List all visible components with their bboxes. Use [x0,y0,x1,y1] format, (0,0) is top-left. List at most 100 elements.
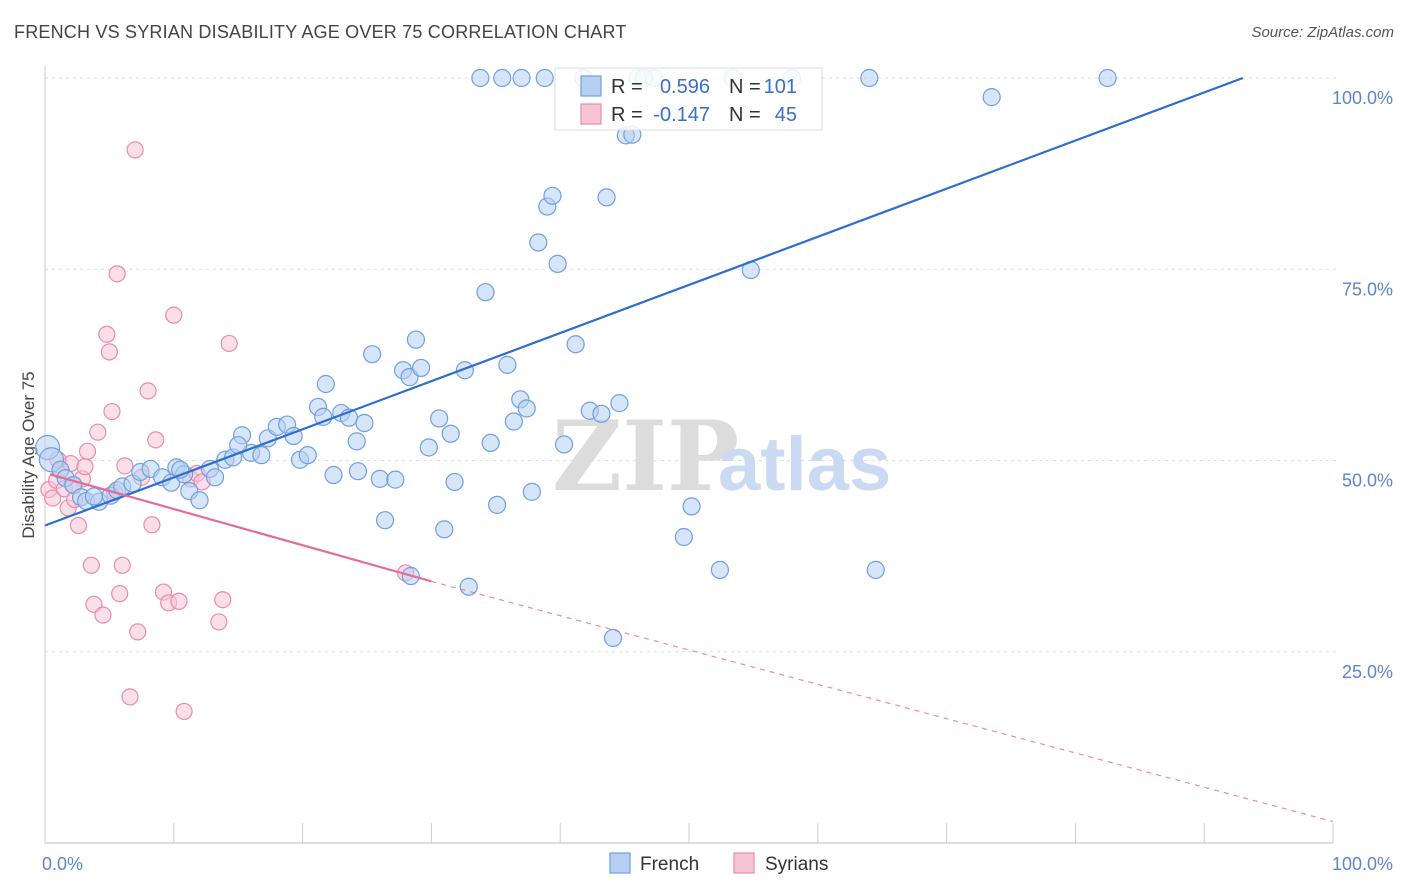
y-axis-label: Disability Age Over 75 [19,371,38,538]
point-french [603,628,623,648]
point-french [355,413,374,433]
point-syrians [98,325,116,343]
point-french [866,560,885,579]
grid-lines [45,77,1338,653]
point-french [298,446,317,465]
point-syrians [111,585,129,603]
point-french [347,432,366,451]
point-french [435,520,454,539]
point-french [535,68,554,88]
point-french [610,394,629,413]
legend-r-value: -0.147 [653,104,710,126]
point-french [348,462,368,481]
point-french [481,433,500,453]
point-french [498,355,517,374]
point-french [190,491,209,510]
point-syrians [82,556,100,574]
legend-r-value: 0.596 [660,76,710,98]
legend-swatch [580,103,602,125]
point-french [1098,68,1117,88]
point-syrians [220,334,238,353]
point-syrians [94,606,112,624]
x-tick-label: 0.0% [42,854,83,874]
point-french [324,465,343,485]
series-french [34,68,1117,648]
point-french [419,438,438,457]
point-french [493,68,512,88]
point-french [411,358,431,378]
point-french [375,511,395,530]
point-french [84,487,104,506]
point-syrians [170,592,188,610]
legend-r-label: R = [611,76,643,98]
point-syrians [116,457,134,475]
point-syrians [165,306,183,324]
point-french [982,88,1001,107]
point-syrians [214,591,232,609]
legend-label-syrians: Syrians [765,854,828,875]
point-syrians [121,688,139,706]
point-french [592,404,611,423]
point-syrians [113,556,131,574]
point-syrians [78,442,97,460]
point-french [476,283,495,302]
chart-title: FRENCH VS SYRIAN DISABILITY AGE OVER 75 … [14,22,627,42]
legend-n-label: N = [729,76,761,98]
point-french [566,335,585,354]
point-syrians [139,382,157,400]
point-french [205,468,225,487]
source-label: Source: ZipAtlas.com [1251,24,1394,41]
point-french [710,560,730,579]
trend-line-syrians-extension [431,580,1334,823]
point-french [543,186,562,205]
trend-lines [44,76,1334,823]
point-french [441,424,460,443]
y-tick-label: 100.0% [1332,88,1393,108]
point-french [430,409,449,428]
point-syrians [108,265,126,283]
point-syrians [44,489,62,507]
point-french [548,254,567,273]
point-french [682,497,701,516]
series-syrians [40,141,415,721]
legend-swatch-french [609,852,631,874]
point-syrians [100,343,119,361]
legend-label-french: French [640,854,699,875]
point-french [554,435,574,454]
point-french [860,68,879,88]
point-syrians [69,516,88,535]
point-syrians [175,702,193,721]
x-tick-label: 100.0% [1332,854,1393,874]
point-syrians [143,516,161,534]
legend-n-value: 45 [775,104,797,126]
point-french [522,482,541,501]
point-french [471,68,490,88]
legend-swatch-syrians [733,852,755,874]
legend-n-label: N = [729,104,761,126]
watermark-atlas: atlas [718,422,891,507]
legend-bottom: French Syrians [609,852,828,875]
point-french [512,68,531,88]
point-french [517,399,536,418]
legend-n-value: 101 [764,76,797,98]
point-french [597,188,616,207]
legend-swatch [580,75,602,97]
legend-top: R = 0.596 N = 101 R = -0.147 N = 45 [554,67,823,131]
point-french [252,446,271,465]
y-tick-label: 25.0% [1342,662,1393,682]
point-syrians [89,423,107,441]
point-french [459,577,478,596]
point-french [316,374,335,394]
point-syrians [76,458,94,476]
point-french [363,345,382,364]
point-syrians [129,623,147,641]
point-french [504,412,523,431]
trend-line-syrians [49,473,432,583]
trend-line-french [44,76,1244,527]
y-tick-label: 50.0% [1342,471,1393,491]
point-syrians [126,141,144,159]
point-syrians [210,613,228,631]
point-french [445,472,464,492]
point-syrians [147,431,165,449]
